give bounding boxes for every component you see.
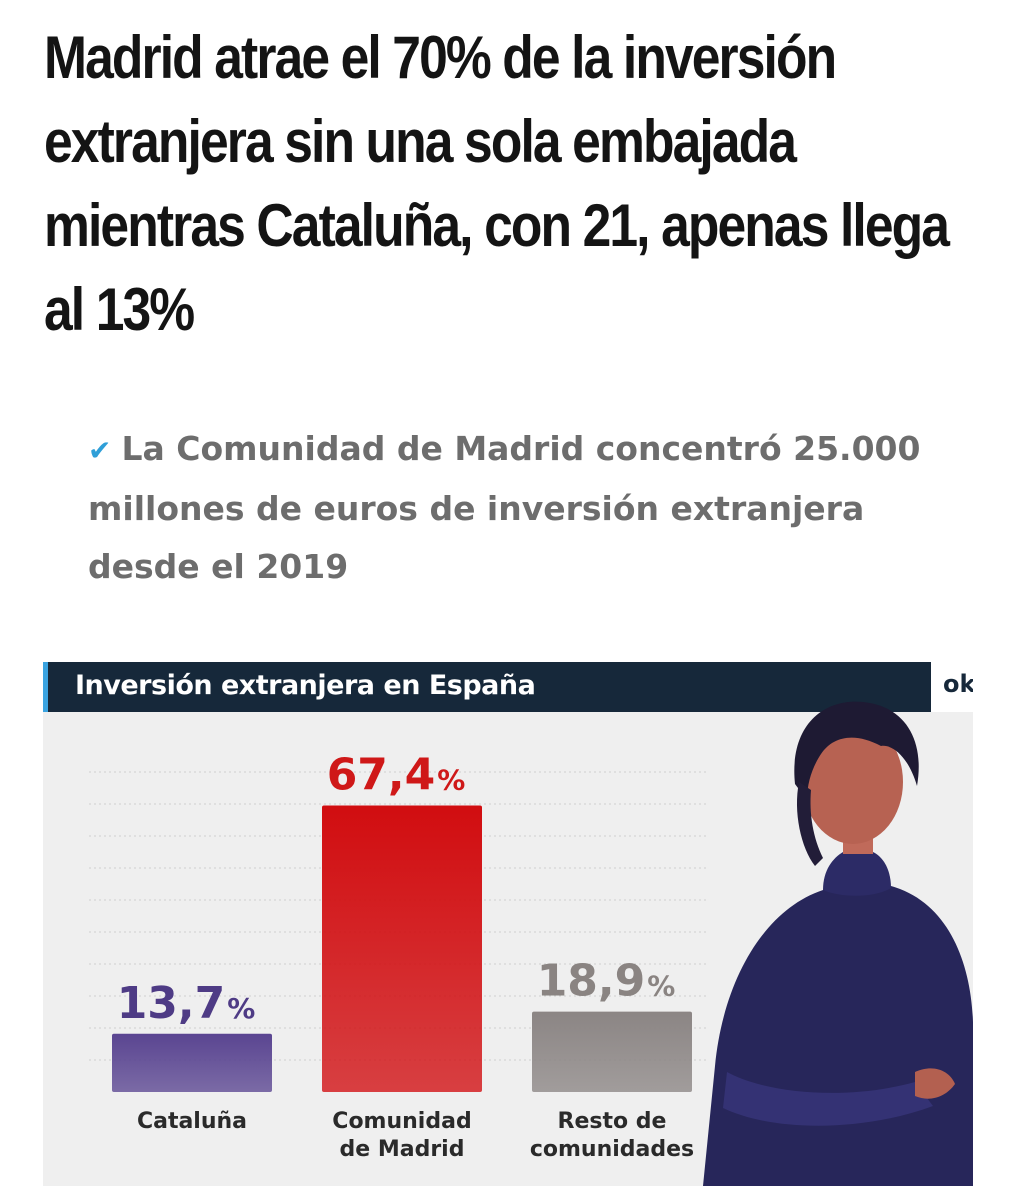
category-label-2-1: comunidades <box>530 1137 694 1162</box>
brand-logo: ok <box>943 670 973 698</box>
article-headline: Madrid atrae el 70% de la inversión extr… <box>44 24 950 343</box>
category-label-2-0: Resto de <box>558 1109 667 1134</box>
article-summary: ✔ La Comunidad de Madrid concentró 25.000… <box>88 420 968 596</box>
bar-chart: 13,7% Cataluña 67,4% Comunidad de Madrid 18,9… <box>89 701 973 1186</box>
category-label-1-1: de Madrid <box>340 1137 465 1162</box>
value-label-1: 67,4% <box>327 750 466 801</box>
check-icon: ✔ <box>88 434 112 467</box>
chart-header: Inversión extranjera en España <box>43 662 931 712</box>
bar-2 <box>532 1011 692 1092</box>
category-label-0-0: Cataluña <box>137 1109 247 1134</box>
bar-0 <box>112 1033 272 1092</box>
chart-header-accent <box>43 662 48 712</box>
article-summary-text: La Comunidad de Madrid concentró 25.000 … <box>88 429 921 586</box>
value-label-0: 13,7% <box>117 978 256 1029</box>
person-illustration <box>703 701 973 1186</box>
category-label-1-0: Comunidad <box>332 1109 471 1134</box>
chart-figure: Inversión extranjera en España ok 13,7% C… <box>43 662 973 1186</box>
bar-1 <box>322 805 482 1092</box>
value-label-2: 18,9% <box>537 956 676 1007</box>
brand-strip <box>931 662 973 712</box>
chart-title: Inversión extranjera en España <box>75 670 536 701</box>
